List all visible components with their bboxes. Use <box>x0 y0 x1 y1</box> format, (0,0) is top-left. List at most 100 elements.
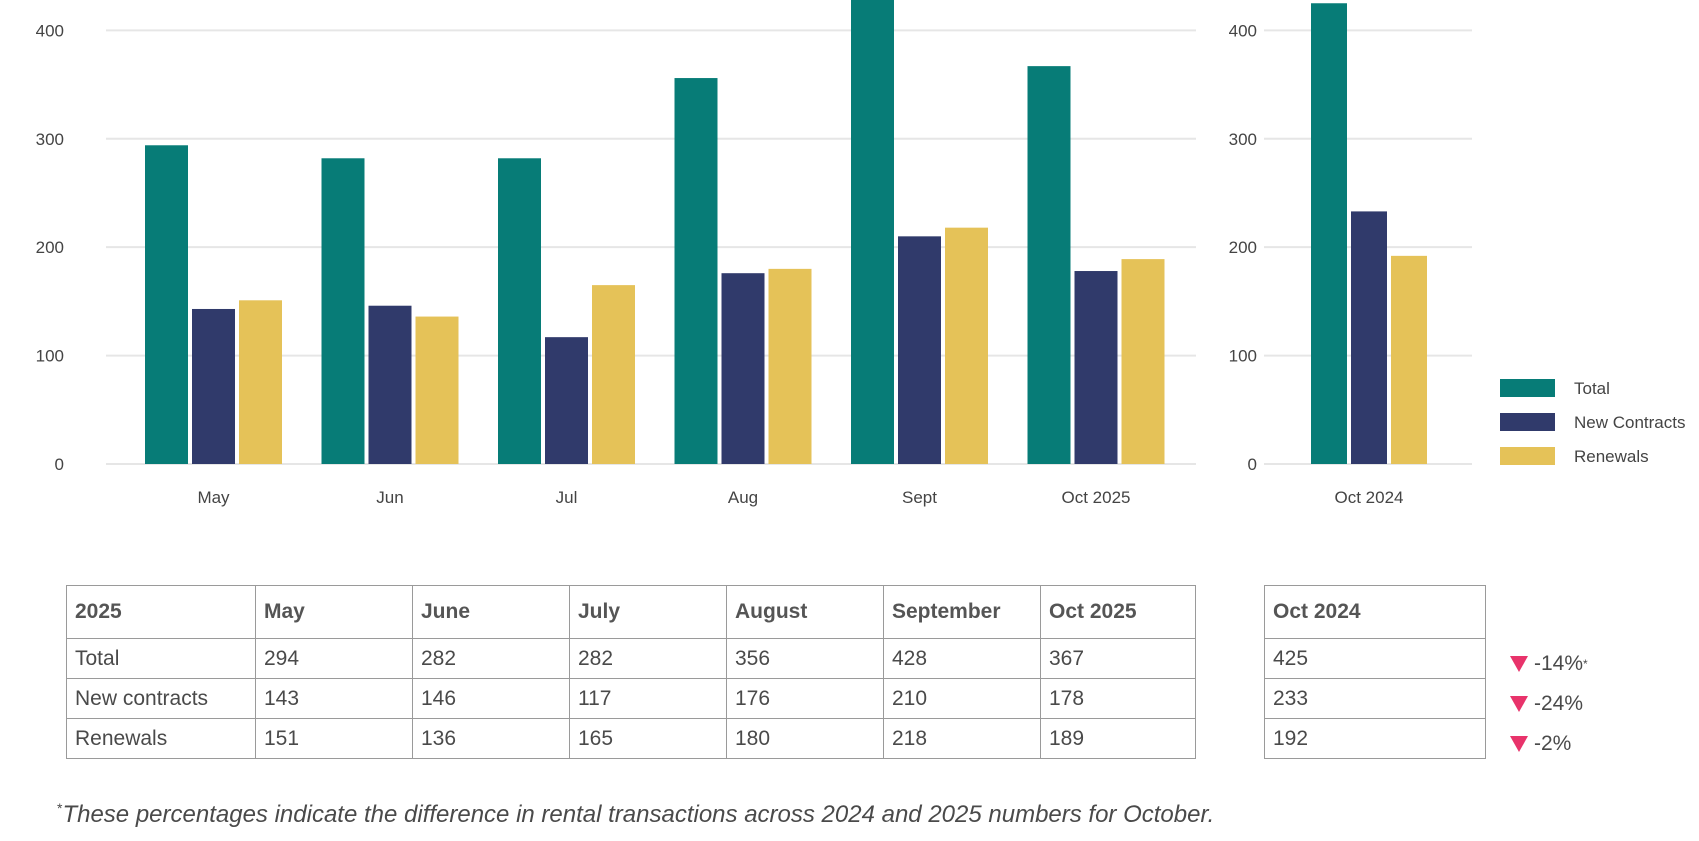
bar-new <box>1351 211 1387 464</box>
table-cell: 425 <box>1264 638 1486 679</box>
bar-renewals <box>415 316 459 464</box>
x-tick-label: Jun <box>376 488 403 507</box>
bar-renewals <box>1391 255 1427 464</box>
legend-label: New Contracts <box>1574 413 1685 432</box>
table-cell: New contracts <box>66 678 256 719</box>
table-cell: 282 <box>412 638 570 679</box>
table-cell: 192 <box>1264 718 1486 759</box>
y-tick-label: 300 <box>1229 130 1257 149</box>
table-cell: 210 <box>883 678 1041 719</box>
diff-value: -14% <box>1534 652 1584 675</box>
y-tick-label: 0 <box>1248 455 1257 474</box>
down-triangle-icon <box>1510 696 1528 712</box>
bar-total <box>321 158 365 464</box>
table-header-cell: Oct 2025 <box>1040 585 1196 639</box>
table-cell: 218 <box>883 718 1041 759</box>
table-header-cell: July <box>569 585 727 639</box>
bar-new <box>898 236 941 464</box>
table-cell: 189 <box>1040 718 1196 759</box>
bar-renewals <box>592 285 635 464</box>
chart-2025: 0 100 200 300 400 May Jun Jul Aug Sept Oct 2025 <box>36 0 1196 507</box>
bar-renewals <box>239 300 282 464</box>
diff-footnote-mark: * <box>1583 657 1588 671</box>
table-cell: 165 <box>569 718 727 759</box>
table-cell: 180 <box>726 718 884 759</box>
table-header-cell: June <box>412 585 570 639</box>
table-cell: Renewals <box>66 718 256 759</box>
legend-swatch-new <box>1500 413 1555 431</box>
table-header-cell: August <box>726 585 884 639</box>
bar-total <box>851 0 894 464</box>
bar-total <box>1027 66 1071 464</box>
table-cell: 233 <box>1264 678 1486 719</box>
table-cell: 176 <box>726 678 884 719</box>
down-triangle-icon <box>1510 736 1528 752</box>
y-tick-label: 400 <box>36 21 64 40</box>
bar-renewals <box>768 268 812 464</box>
table-header-cell: 2025 <box>66 585 256 639</box>
table-cell: 282 <box>569 638 727 679</box>
bar-total <box>145 145 188 464</box>
table-2025: 2025 May June July August September Oct … <box>66 585 1196 759</box>
bar-total <box>1311 3 1347 464</box>
x-tick-label: Sept <box>902 488 937 507</box>
y-tick-label: 400 <box>1229 21 1257 40</box>
table-cell: 356 <box>726 638 884 679</box>
table-row: 192 <box>1264 718 1486 759</box>
diff-renewals: -2% <box>1510 732 1571 756</box>
table-header-row: Oct 2024 <box>1264 585 1486 639</box>
table-row: New contracts 143 146 117 176 210 178 <box>66 678 1196 719</box>
diff-value: -24% <box>1534 692 1584 715</box>
table-header-cell: May <box>255 585 413 639</box>
y-tick-label: 200 <box>1229 238 1257 257</box>
y-tick-label: 100 <box>1229 347 1257 366</box>
legend-label: Renewals <box>1574 447 1649 466</box>
table-row: 425 <box>1264 638 1486 679</box>
bar-new <box>368 305 412 464</box>
diff-new-contracts: -24% <box>1510 692 1583 716</box>
bar-renewals <box>945 227 988 464</box>
legend-swatch-total <box>1500 379 1555 397</box>
legend-label: Total <box>1574 379 1610 398</box>
table-row: Renewals 151 136 165 180 218 189 <box>66 718 1196 759</box>
table-cell: 428 <box>883 638 1041 679</box>
x-tick-label: Oct 2025 <box>1062 488 1131 507</box>
down-triangle-icon <box>1510 656 1528 672</box>
bar-total <box>498 158 541 464</box>
footnote: *These percentages indicate the differen… <box>57 800 1214 829</box>
legend-swatch-renewals <box>1500 447 1555 465</box>
table-cell: 146 <box>412 678 570 719</box>
y-tick-label: 200 <box>36 238 64 257</box>
table-header-cell: September <box>883 585 1041 639</box>
x-tick-label: Jul <box>556 488 578 507</box>
table-cell: 367 <box>1040 638 1196 679</box>
table-cell: 178 <box>1040 678 1196 719</box>
bar-new <box>192 308 235 464</box>
table-cell: 117 <box>569 678 727 719</box>
y-tick-label: 0 <box>55 455 64 474</box>
table-cell: 136 <box>412 718 570 759</box>
x-tick-label: Aug <box>728 488 758 507</box>
footnote-mark: * <box>57 800 63 816</box>
table-row: Total 294 282 282 356 428 367 <box>66 638 1196 679</box>
diff-total: -14% * <box>1510 652 1588 676</box>
footnote-text: These percentages indicate the differenc… <box>62 801 1215 828</box>
x-tick-label: Oct 2024 <box>1335 488 1404 507</box>
y-tick-label: 100 <box>36 347 64 366</box>
table-cell: 143 <box>255 678 413 719</box>
table-cell: 294 <box>255 638 413 679</box>
table-row: 233 <box>1264 678 1486 719</box>
bar-total <box>674 78 718 464</box>
table-oct-2024: Oct 2024 425 233 192 <box>1264 585 1486 759</box>
table-cell: Total <box>66 638 256 679</box>
chart-oct-2024: 0 100 200 300 400 Oct 2024 Total New Contracts R… <box>1229 3 1685 507</box>
bar-new <box>545 337 588 464</box>
diff-value: -2% <box>1534 732 1572 755</box>
bar-new <box>1074 271 1118 464</box>
table-cell: 151 <box>255 718 413 759</box>
table-header-row: 2025 May June July August September Oct … <box>66 585 1196 639</box>
y-tick-label: 300 <box>36 130 64 149</box>
table-header-cell: Oct 2024 <box>1264 585 1486 639</box>
x-tick-label: May <box>197 488 230 507</box>
bar-renewals <box>1121 259 1165 464</box>
